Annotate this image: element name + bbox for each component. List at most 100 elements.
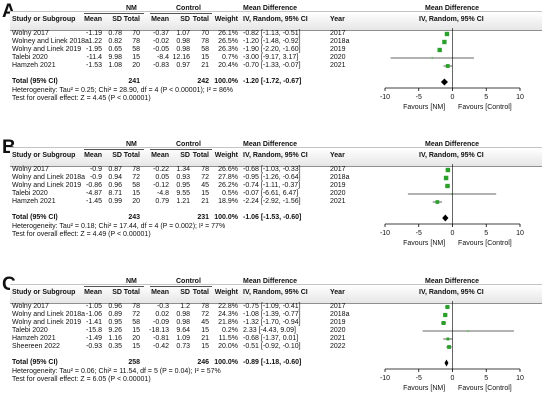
study-name: Hamzeh 2021 — [12, 62, 56, 69]
study-weight: 27.8% — [218, 174, 238, 181]
sd1-col-header: SD — [112, 152, 122, 159]
heterogeneity-text: Heterogeneity: Tau² = 0.25; Chi² = 28.90… — [12, 87, 233, 94]
study-square — [445, 167, 451, 173]
study-weight: 26.5% — [218, 38, 238, 45]
study-name: Hamzeh 2021 — [12, 335, 56, 342]
total-ci: -1.06 [-1.53, -0.60] — [243, 214, 302, 221]
ci-col-header: IV, Random, 95% CI — [243, 152, 308, 159]
year-col-header: Year — [330, 152, 345, 159]
nm-mean: -1.05 — [86, 303, 102, 310]
study-name: Wolny 2017 — [12, 303, 49, 310]
study-weight: 26.1% — [218, 30, 238, 37]
forest-plot-svg: -10 -5 0 5 10 Favours [NM] Favours [Control] — [380, 301, 524, 392]
study-square — [467, 330, 469, 332]
overall-effect-text: Test for overall effect: Z = 6.05 (P < 0… — [12, 376, 151, 383]
study-ci: -0.68 [-1.03, -0.33] — [243, 166, 301, 173]
study-year: 2019 — [330, 46, 346, 53]
total2-col-header: Total — [192, 152, 209, 159]
study-weight: 20.4% — [218, 62, 238, 69]
nm-total: 15 — [132, 54, 140, 61]
total-nm: 243 — [128, 214, 140, 221]
x-tick-label: 10 — [516, 94, 524, 101]
control-total: 15 — [201, 327, 209, 334]
nm-sd: 0.94 — [108, 174, 122, 181]
x-tick-label: 5 — [484, 230, 488, 237]
mean1-col-header: Mean — [84, 16, 102, 23]
nm-mean: -15.8 — [86, 327, 102, 334]
study-weight: 20.0% — [218, 343, 238, 350]
study-year: 2018a — [330, 174, 350, 181]
x-tick-label: -5 — [416, 375, 422, 382]
total-ci: -0.89 [-1.18, -0.60] — [243, 359, 302, 366]
control-sd: 0.97 — [176, 62, 190, 69]
heterogeneity-text: Heterogeneity: Tau² = 0.06; Chi² = 11.54… — [12, 368, 221, 375]
study-weight: 11.5% — [218, 335, 238, 342]
study-name: Sheereen 2022 — [12, 343, 60, 350]
study-ci: -0.74 [-1.11, -0.37] — [243, 182, 301, 189]
total-nm: 258 — [128, 359, 140, 366]
group-underline — [150, 286, 212, 287]
study-square — [445, 64, 450, 68]
md-header: Mean Difference — [243, 5, 298, 12]
favours-left-label: Favours [NM] — [403, 240, 445, 247]
control-mean: -0.05 — [153, 46, 169, 53]
control-mean: 0.79 — [155, 198, 169, 205]
control-mean: 0.05 — [155, 174, 169, 181]
study-ci: -1.08 [-1.39, -0.77] — [243, 311, 301, 318]
control-sd: 0.98 — [176, 46, 190, 53]
control-sd: 0.73 — [176, 343, 190, 350]
study-square — [451, 193, 453, 195]
study-year: 2021 — [330, 198, 346, 205]
mean1-col-header: Mean — [84, 289, 102, 296]
plot-header: Mean Difference — [425, 5, 480, 12]
control-total: 78 — [201, 38, 209, 45]
study-ci: -0.95 [-1.26, -0.64] — [243, 174, 301, 181]
study-name: Hamzeh 2021 — [12, 198, 56, 205]
x-tick-label: 0 — [451, 375, 455, 382]
control-sd: 0.98 — [176, 38, 190, 45]
nm-sd: 0.78 — [108, 30, 122, 37]
nm-mean: -0.86 — [86, 182, 102, 189]
group-underline — [84, 13, 144, 14]
study-square — [443, 312, 448, 318]
total-control: 242 — [197, 78, 209, 85]
control-total: 78 — [201, 303, 209, 310]
overall-effect-text: Test for overall effect: Z = 4.45 (P < 0… — [12, 95, 151, 102]
mean1-col-header: Mean — [84, 152, 102, 159]
total1-col-header: Total — [123, 152, 140, 159]
study-year: 2018a — [330, 311, 350, 318]
control-mean: -0.37 — [153, 30, 169, 37]
nm-sd: 1.16 — [108, 335, 122, 342]
study-name: Wolny 2017 — [12, 166, 49, 173]
nm-mean: -1.45 — [86, 198, 102, 205]
control-mean: -8.4 — [156, 54, 169, 61]
study-ci: -0.07 [-6.61, 6.47] — [243, 190, 299, 197]
control-total: 15 — [201, 190, 209, 197]
control-sd: 1.21 — [176, 198, 190, 205]
nm-sd: 0.96 — [108, 303, 122, 310]
control-mean: -0.09 — [153, 319, 169, 326]
sd2-col-header: SD — [180, 16, 190, 23]
control-mean: -0.3 — [156, 303, 169, 310]
nm-total: 15 — [132, 343, 140, 350]
sd1-col-header: SD — [112, 16, 122, 23]
study-ci: -1.20 [-1.48, -0.92] — [243, 38, 301, 45]
study-col-header: Study or Subgroup — [12, 16, 76, 23]
study-name: Wolny and Linek 2019 — [12, 182, 82, 189]
weight-col-header: Weight — [214, 289, 238, 296]
favours-left-label: Favours [NM] — [403, 385, 445, 392]
control-total: 21 — [201, 62, 209, 69]
total1-col-header: Total — [123, 16, 140, 23]
study-name: Wolny and Linek 2018a — [12, 311, 86, 318]
study-ci: -0.82 [-1.13, -0.51] — [243, 30, 301, 37]
group-underline — [84, 286, 144, 287]
pooled-diamond — [440, 78, 448, 86]
total-control: 246 — [197, 359, 209, 366]
forest-panel-a: A NM Control Mean Difference Mean Difference… — [0, 2, 550, 137]
nm-mean: -1.53 — [86, 62, 102, 69]
study-weight: 0.5% — [222, 190, 238, 197]
x-tick-label: 10 — [516, 375, 524, 382]
total2-col-header: Total — [192, 289, 209, 296]
control-total: 70 — [201, 30, 209, 37]
x-tick-label: 0 — [451, 94, 455, 101]
